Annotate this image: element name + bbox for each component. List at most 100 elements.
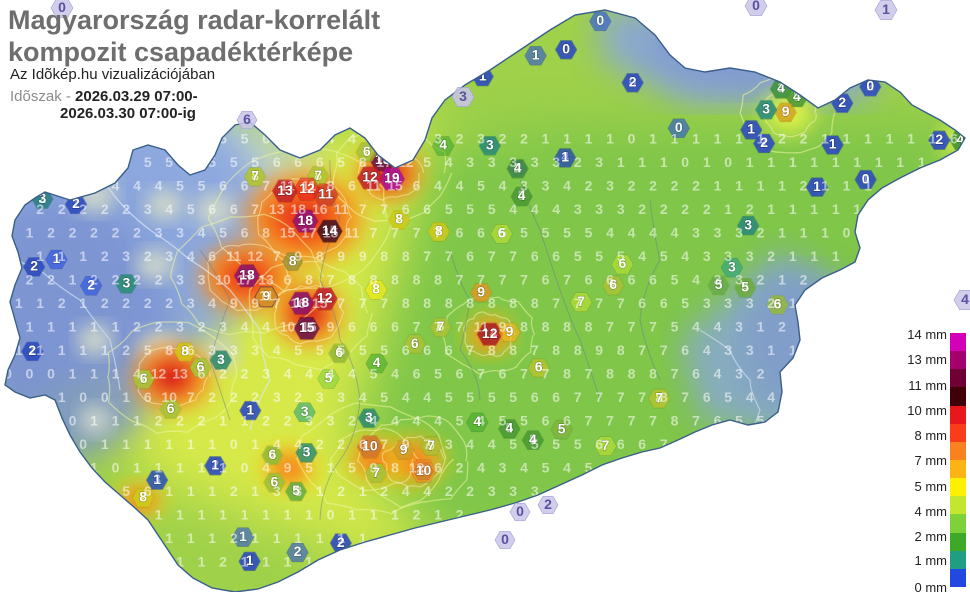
svg-text:1: 1 bbox=[36, 295, 44, 311]
svg-text:3: 3 bbox=[692, 225, 700, 241]
svg-text:4: 4 bbox=[703, 342, 711, 358]
svg-text:7: 7 bbox=[638, 342, 646, 358]
svg-text:6: 6 bbox=[617, 436, 625, 452]
svg-text:1: 1 bbox=[122, 436, 130, 452]
svg-text:8: 8 bbox=[359, 154, 367, 170]
svg-text:3: 3 bbox=[499, 460, 507, 476]
svg-text:2: 2 bbox=[544, 496, 552, 512]
svg-text:3: 3 bbox=[714, 272, 722, 288]
svg-text:3: 3 bbox=[703, 248, 711, 264]
svg-text:8: 8 bbox=[380, 248, 388, 264]
svg-text:2: 2 bbox=[122, 342, 130, 358]
svg-text:3: 3 bbox=[123, 275, 131, 291]
svg-text:4: 4 bbox=[563, 178, 571, 194]
svg-text:5: 5 bbox=[681, 295, 689, 311]
svg-text:6: 6 bbox=[391, 319, 399, 335]
svg-text:1: 1 bbox=[79, 342, 87, 358]
svg-text:2: 2 bbox=[47, 272, 55, 288]
svg-text:5: 5 bbox=[488, 201, 496, 217]
svg-text:1: 1 bbox=[208, 436, 216, 452]
svg-text:10: 10 bbox=[215, 272, 231, 288]
svg-text:7: 7 bbox=[574, 389, 582, 405]
svg-text:8: 8 bbox=[466, 295, 474, 311]
svg-text:1: 1 bbox=[251, 530, 259, 546]
svg-text:2: 2 bbox=[112, 225, 120, 241]
svg-text:8: 8 bbox=[262, 225, 270, 241]
svg-text:3: 3 bbox=[735, 319, 743, 335]
svg-text:5: 5 bbox=[617, 248, 625, 264]
svg-text:2: 2 bbox=[165, 295, 173, 311]
svg-text:1: 1 bbox=[542, 131, 550, 147]
svg-text:2: 2 bbox=[757, 272, 765, 288]
svg-text:4: 4 bbox=[499, 178, 507, 194]
svg-text:1: 1 bbox=[896, 154, 904, 170]
svg-text:1: 1 bbox=[211, 457, 219, 473]
svg-text:8: 8 bbox=[305, 272, 313, 288]
svg-text:1: 1 bbox=[262, 507, 270, 523]
svg-text:6: 6 bbox=[477, 225, 485, 241]
svg-text:6: 6 bbox=[370, 319, 378, 335]
svg-text:1: 1 bbox=[832, 248, 840, 264]
svg-text:1: 1 bbox=[251, 483, 259, 499]
svg-text:1: 1 bbox=[767, 154, 775, 170]
svg-text:7: 7 bbox=[413, 319, 421, 335]
svg-text:1: 1 bbox=[316, 530, 324, 546]
svg-text:9: 9 bbox=[284, 460, 292, 476]
svg-text:2: 2 bbox=[28, 342, 36, 358]
svg-text:1: 1 bbox=[241, 413, 249, 429]
svg-text:3: 3 bbox=[122, 248, 130, 264]
svg-text:8: 8 bbox=[316, 248, 324, 264]
svg-text:0: 0 bbox=[327, 507, 335, 523]
svg-text:1: 1 bbox=[671, 131, 679, 147]
svg-text:3: 3 bbox=[230, 342, 238, 358]
svg-text:2: 2 bbox=[122, 201, 130, 217]
svg-text:4: 4 bbox=[262, 319, 270, 335]
svg-text:2: 2 bbox=[337, 483, 345, 499]
svg-text:6: 6 bbox=[714, 413, 722, 429]
svg-text:1: 1 bbox=[810, 154, 818, 170]
svg-text:4: 4 bbox=[671, 225, 679, 241]
svg-text:8: 8 bbox=[402, 248, 410, 264]
svg-text:12: 12 bbox=[247, 248, 263, 264]
svg-text:0: 0 bbox=[4, 366, 12, 382]
svg-text:8: 8 bbox=[509, 342, 517, 358]
svg-text:7: 7 bbox=[649, 319, 657, 335]
svg-text:2: 2 bbox=[284, 413, 292, 429]
svg-text:5: 5 bbox=[456, 413, 464, 429]
svg-text:6: 6 bbox=[456, 225, 464, 241]
svg-text:1: 1 bbox=[79, 248, 87, 264]
svg-text:1: 1 bbox=[273, 530, 281, 546]
svg-text:7: 7 bbox=[563, 272, 571, 288]
svg-text:3: 3 bbox=[337, 389, 345, 405]
svg-text:8: 8 bbox=[531, 295, 539, 311]
svg-text:5: 5 bbox=[316, 342, 324, 358]
svg-text:7: 7 bbox=[423, 248, 431, 264]
svg-text:0: 0 bbox=[112, 460, 120, 476]
svg-text:1: 1 bbox=[735, 131, 743, 147]
svg-text:2: 2 bbox=[155, 319, 163, 335]
svg-text:4: 4 bbox=[509, 201, 517, 217]
svg-text:6: 6 bbox=[316, 154, 324, 170]
svg-text:1: 1 bbox=[90, 366, 98, 382]
svg-text:8: 8 bbox=[445, 295, 453, 311]
svg-text:3: 3 bbox=[187, 295, 195, 311]
svg-text:2: 2 bbox=[692, 178, 700, 194]
svg-text:9: 9 bbox=[294, 248, 302, 264]
svg-text:8: 8 bbox=[617, 342, 625, 358]
svg-text:18: 18 bbox=[290, 201, 306, 217]
svg-text:1: 1 bbox=[789, 201, 797, 217]
svg-text:1: 1 bbox=[757, 178, 765, 194]
svg-text:2: 2 bbox=[262, 413, 270, 429]
svg-text:5: 5 bbox=[724, 389, 732, 405]
svg-text:8: 8 bbox=[585, 319, 593, 335]
svg-text:1: 1 bbox=[241, 554, 249, 570]
svg-text:1: 1 bbox=[187, 483, 195, 499]
svg-text:1: 1 bbox=[778, 225, 786, 241]
svg-text:1: 1 bbox=[757, 319, 765, 335]
svg-text:0: 0 bbox=[501, 531, 509, 547]
svg-text:7: 7 bbox=[617, 389, 625, 405]
svg-text:2: 2 bbox=[520, 131, 528, 147]
svg-text:4: 4 bbox=[305, 366, 313, 382]
svg-text:8: 8 bbox=[574, 342, 582, 358]
svg-text:1: 1 bbox=[198, 554, 206, 570]
